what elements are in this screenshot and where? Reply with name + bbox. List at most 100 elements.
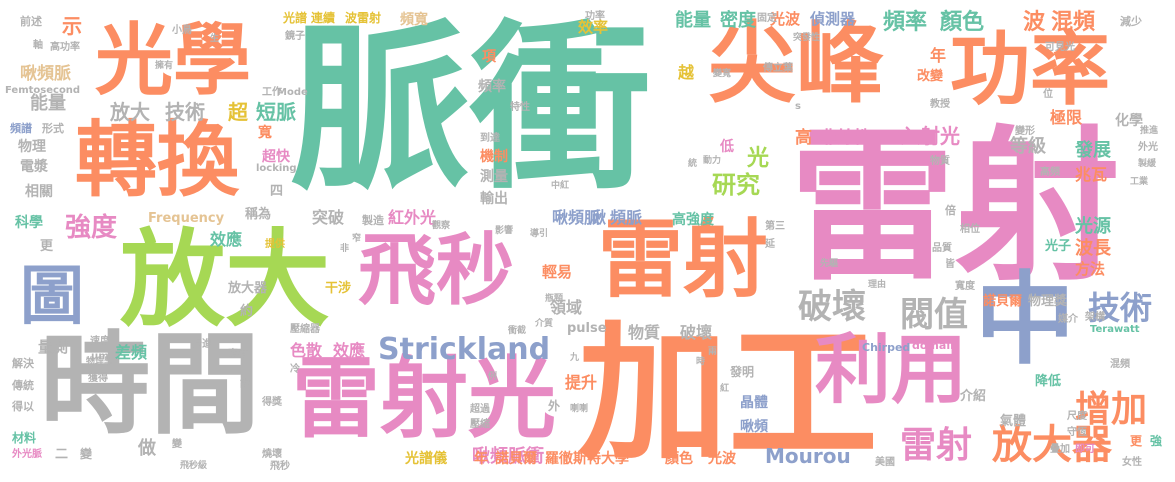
word: 極限 bbox=[1050, 108, 1083, 127]
word: 光源 bbox=[1075, 216, 1111, 237]
word: 疊加 bbox=[1050, 444, 1070, 455]
word: 品質 bbox=[932, 243, 952, 254]
word: 光波 bbox=[770, 10, 801, 28]
word: 材料 bbox=[12, 431, 37, 445]
word: 九 bbox=[570, 353, 580, 363]
word: 脈衝 bbox=[290, 5, 651, 214]
word: 前述 bbox=[20, 15, 42, 28]
word: 例 bbox=[488, 372, 498, 382]
word: 波雷射 bbox=[345, 11, 382, 25]
word: 雷射 bbox=[598, 211, 769, 310]
word: 顏色 bbox=[665, 451, 693, 467]
word: 方法 bbox=[1075, 260, 1106, 278]
word: 領域 bbox=[550, 298, 583, 317]
word: 年 bbox=[930, 46, 947, 65]
word: 雷射光 bbox=[292, 347, 557, 450]
word: 光譜儀 bbox=[405, 451, 447, 467]
word: 推進 bbox=[1140, 126, 1159, 136]
word: 生 bbox=[210, 34, 220, 44]
word: 尺度 bbox=[1067, 411, 1087, 422]
word: 變形 bbox=[1015, 126, 1035, 137]
word: 非線性 bbox=[820, 128, 871, 148]
word: 強 bbox=[1150, 434, 1163, 448]
word: 相位 bbox=[960, 224, 980, 235]
word: 時間 bbox=[40, 321, 260, 449]
word: 傳統 bbox=[12, 379, 34, 392]
word: 得獎 bbox=[262, 397, 282, 408]
word: 突發性 bbox=[793, 33, 821, 43]
word: 紅外光 bbox=[388, 208, 437, 227]
word: 晶體 bbox=[740, 395, 768, 411]
word: 閥值 bbox=[900, 295, 968, 335]
word: 諾貝爾 bbox=[495, 451, 537, 467]
word: 差頻 bbox=[115, 343, 148, 362]
word: 減少 bbox=[1120, 15, 1142, 28]
word: pulse bbox=[567, 321, 607, 336]
word: 物理 bbox=[18, 139, 46, 155]
word: 製造 bbox=[362, 214, 384, 227]
word: 傳立葉 bbox=[763, 63, 793, 74]
word: 混頻 bbox=[1110, 359, 1130, 370]
word: 放大 bbox=[110, 100, 150, 124]
word: 啾頻 bbox=[740, 419, 768, 435]
word: 變 bbox=[80, 447, 93, 461]
word: μm bbox=[91, 351, 109, 362]
word: 提升 bbox=[565, 373, 598, 392]
word: 示 bbox=[62, 14, 82, 38]
word: 圖 bbox=[20, 260, 84, 334]
word: 物理學 bbox=[86, 357, 114, 367]
word: 架構 bbox=[1085, 312, 1105, 323]
word: 可見光 bbox=[1045, 42, 1075, 53]
word: 能量 bbox=[30, 93, 66, 114]
word: 觀察 bbox=[432, 221, 451, 231]
word: 稱為 bbox=[245, 207, 272, 222]
word: 啾頻脈衝 bbox=[472, 446, 544, 467]
word: 倍 bbox=[945, 204, 956, 217]
word: 兆瓦 bbox=[1075, 165, 1108, 184]
word: 高功率 bbox=[50, 42, 80, 53]
word: 外光脈 bbox=[12, 449, 42, 460]
word: 等級 bbox=[1010, 136, 1046, 157]
word: 第三 bbox=[765, 221, 785, 232]
word: s bbox=[795, 101, 801, 112]
word: 瓶頸 bbox=[545, 294, 564, 304]
word: 色散 bbox=[290, 341, 323, 360]
word: 測量 bbox=[480, 169, 508, 185]
word: 解決 bbox=[12, 357, 34, 370]
word: 輸出 bbox=[480, 191, 508, 207]
word: Mourou bbox=[765, 444, 851, 468]
word: 密度 bbox=[720, 10, 756, 31]
word: 效應 bbox=[333, 341, 366, 360]
word: 雷射 bbox=[790, 111, 1120, 303]
word: Frequency bbox=[148, 211, 225, 226]
word: 波長 bbox=[1075, 238, 1111, 259]
word: 放大器 bbox=[228, 281, 268, 296]
word: 化學 bbox=[1115, 113, 1143, 129]
word: 低 bbox=[720, 139, 734, 155]
word: 即可 bbox=[1075, 444, 1095, 455]
word: 能量 bbox=[675, 10, 711, 31]
word: 非 bbox=[340, 244, 350, 254]
word: 小鳥 bbox=[172, 25, 192, 36]
word: 輕易 bbox=[542, 263, 573, 281]
word: 啾頻脈 bbox=[552, 208, 601, 227]
word: 窄 bbox=[352, 234, 362, 244]
word: 年 bbox=[474, 451, 488, 467]
word: 高強度 bbox=[672, 212, 714, 228]
word: 物質 bbox=[628, 323, 661, 342]
word: 連續 bbox=[311, 11, 336, 25]
word: 得以 bbox=[12, 400, 34, 413]
word: 動力 bbox=[703, 156, 722, 166]
word: 美國 bbox=[875, 457, 895, 468]
word: 光學 bbox=[95, 16, 252, 106]
word: 喇喇 bbox=[570, 404, 589, 414]
word: 導引 bbox=[530, 229, 549, 239]
word: 形式 bbox=[42, 122, 64, 135]
word: 壓縮器 bbox=[290, 324, 320, 335]
word: 科學 bbox=[15, 215, 43, 231]
word: 破壞 bbox=[798, 287, 866, 327]
word: 雷射 bbox=[900, 425, 973, 466]
word: 鏡子 bbox=[285, 31, 305, 42]
word: 介紹 bbox=[960, 389, 987, 404]
